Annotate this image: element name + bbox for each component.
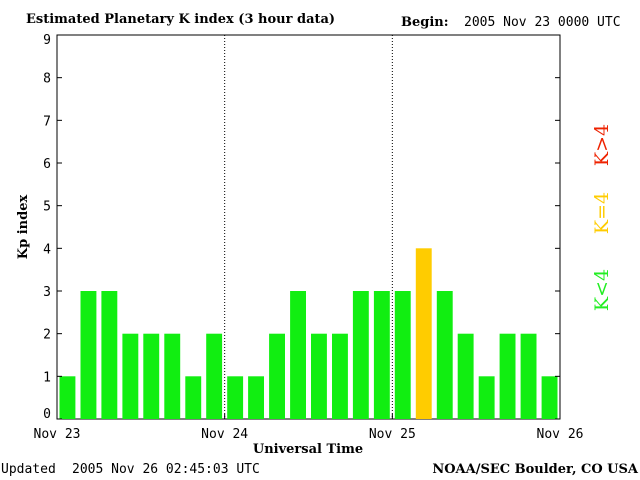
day-separators: [224, 35, 393, 419]
y-axis-label: Kp index: [16, 195, 31, 260]
kp-bar: [332, 333, 348, 419]
y-tick-label: 9: [43, 33, 51, 48]
y-axis-ticks: 0 1 2 3 4 5 6 7 8 9: [43, 33, 560, 422]
x-axis-label: Universal Time: [253, 442, 363, 457]
kp-bar: [541, 376, 558, 419]
legend: K<4 K=4 K>4: [591, 124, 613, 311]
x-tick-label: Nov 25: [369, 427, 416, 442]
footer-updated-label: Updated: [1, 462, 56, 477]
kp-bar: [248, 376, 264, 419]
x-tick-label: Nov 26: [537, 427, 584, 442]
kp-bar: [80, 291, 97, 419]
y-tick-label: 5: [43, 200, 51, 215]
plot-border: [56, 34, 561, 420]
kp-bar: [436, 291, 453, 419]
kp-bar: [457, 333, 474, 419]
kp-bar: [269, 333, 285, 419]
y-tick-label: 8: [43, 72, 51, 87]
footer-credit: NOAA/SEC Boulder, CO USA: [432, 462, 639, 477]
chart-title: Estimated Planetary K index (3 hour data…: [26, 12, 335, 27]
kp-bar: [520, 333, 537, 419]
footer-updated-value: 2005 Nov 26 02:45:03 UTC: [72, 462, 260, 477]
begin-label: Begin:: [401, 15, 449, 30]
kp-bar: [227, 376, 244, 419]
y-tick-label: 4: [43, 242, 51, 257]
legend-item: K<4: [591, 269, 613, 311]
kp-bar: [290, 291, 306, 419]
plot-frame: [56, 34, 561, 420]
y-tick-label: 1: [43, 370, 51, 385]
kp-bar: [394, 291, 411, 419]
kp-bar: [101, 291, 118, 419]
kp-bar: [415, 248, 432, 419]
y-tick-label: 0: [43, 407, 51, 422]
x-axis-ticks: Nov 23 Nov 24 Nov 25 Nov 26: [34, 414, 584, 442]
kp-bar: [478, 376, 495, 419]
begin-value: 2005 Nov 23 0000 UTC: [464, 15, 621, 30]
x-tick-label: Nov 23: [34, 427, 81, 442]
kp-bar: [59, 376, 76, 419]
kp-bar: [164, 333, 181, 419]
kp-bar: [143, 333, 160, 419]
kp-bar: [206, 333, 223, 419]
y-tick-label: 3: [43, 285, 51, 300]
y-tick-label: 6: [43, 157, 51, 172]
kp-bar: [352, 291, 369, 419]
kp-bar: [499, 333, 516, 419]
legend-item: K>4: [591, 124, 613, 166]
y-tick-label: 7: [43, 114, 51, 129]
kp-bar: [373, 291, 390, 419]
kp-bar: [185, 376, 202, 419]
legend-item: K=4: [591, 192, 613, 234]
bars: [59, 248, 558, 419]
x-tick-label: Nov 24: [201, 427, 248, 442]
kp-bar: [311, 333, 327, 419]
y-tick-label: 2: [43, 328, 51, 343]
kp-bar: [122, 333, 139, 419]
